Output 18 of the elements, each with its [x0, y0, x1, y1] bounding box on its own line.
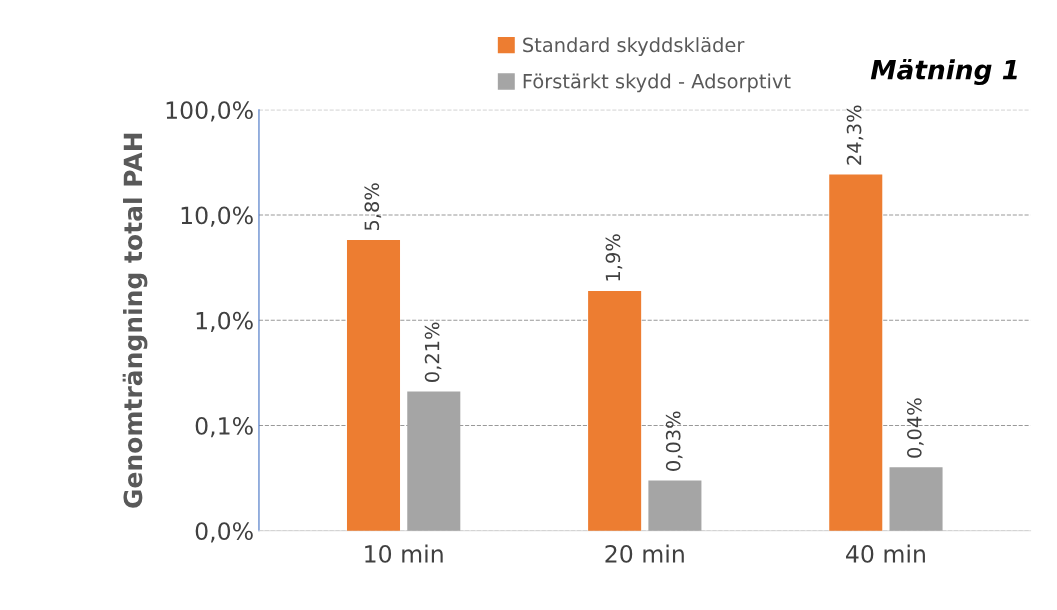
- y-tick-label: 0,0%: [195, 522, 253, 543]
- data-label: 24,3%: [846, 105, 864, 165]
- y-tick-label: 100,0%: [166, 101, 253, 122]
- data-label: 5,8%: [364, 183, 382, 231]
- data-label: 0,03%: [665, 411, 683, 471]
- data-label: 1,9%: [605, 234, 623, 281]
- y-tick-label: 0,1%: [195, 416, 253, 438]
- legend-label: Standard skyddskläder: [523, 37, 745, 56]
- y-tick-label: 10,0%: [181, 206, 253, 227]
- data-label: 0,04%: [906, 398, 924, 458]
- x-tick-label: 10 min: [365, 544, 443, 563]
- chart-title: Mätning 1: [870, 58, 1017, 85]
- data-label: 0,21%: [424, 322, 442, 382]
- x-tick-label: 20 min: [605, 544, 684, 563]
- legend-label: Förstärkt skydd - Adsorptivt: [523, 73, 791, 93]
- y-axis-title: Genomträngning total PAH: [122, 133, 148, 508]
- y-tick-label: 1,0%: [196, 311, 253, 332]
- x-tick-label: 40 min: [846, 544, 925, 563]
